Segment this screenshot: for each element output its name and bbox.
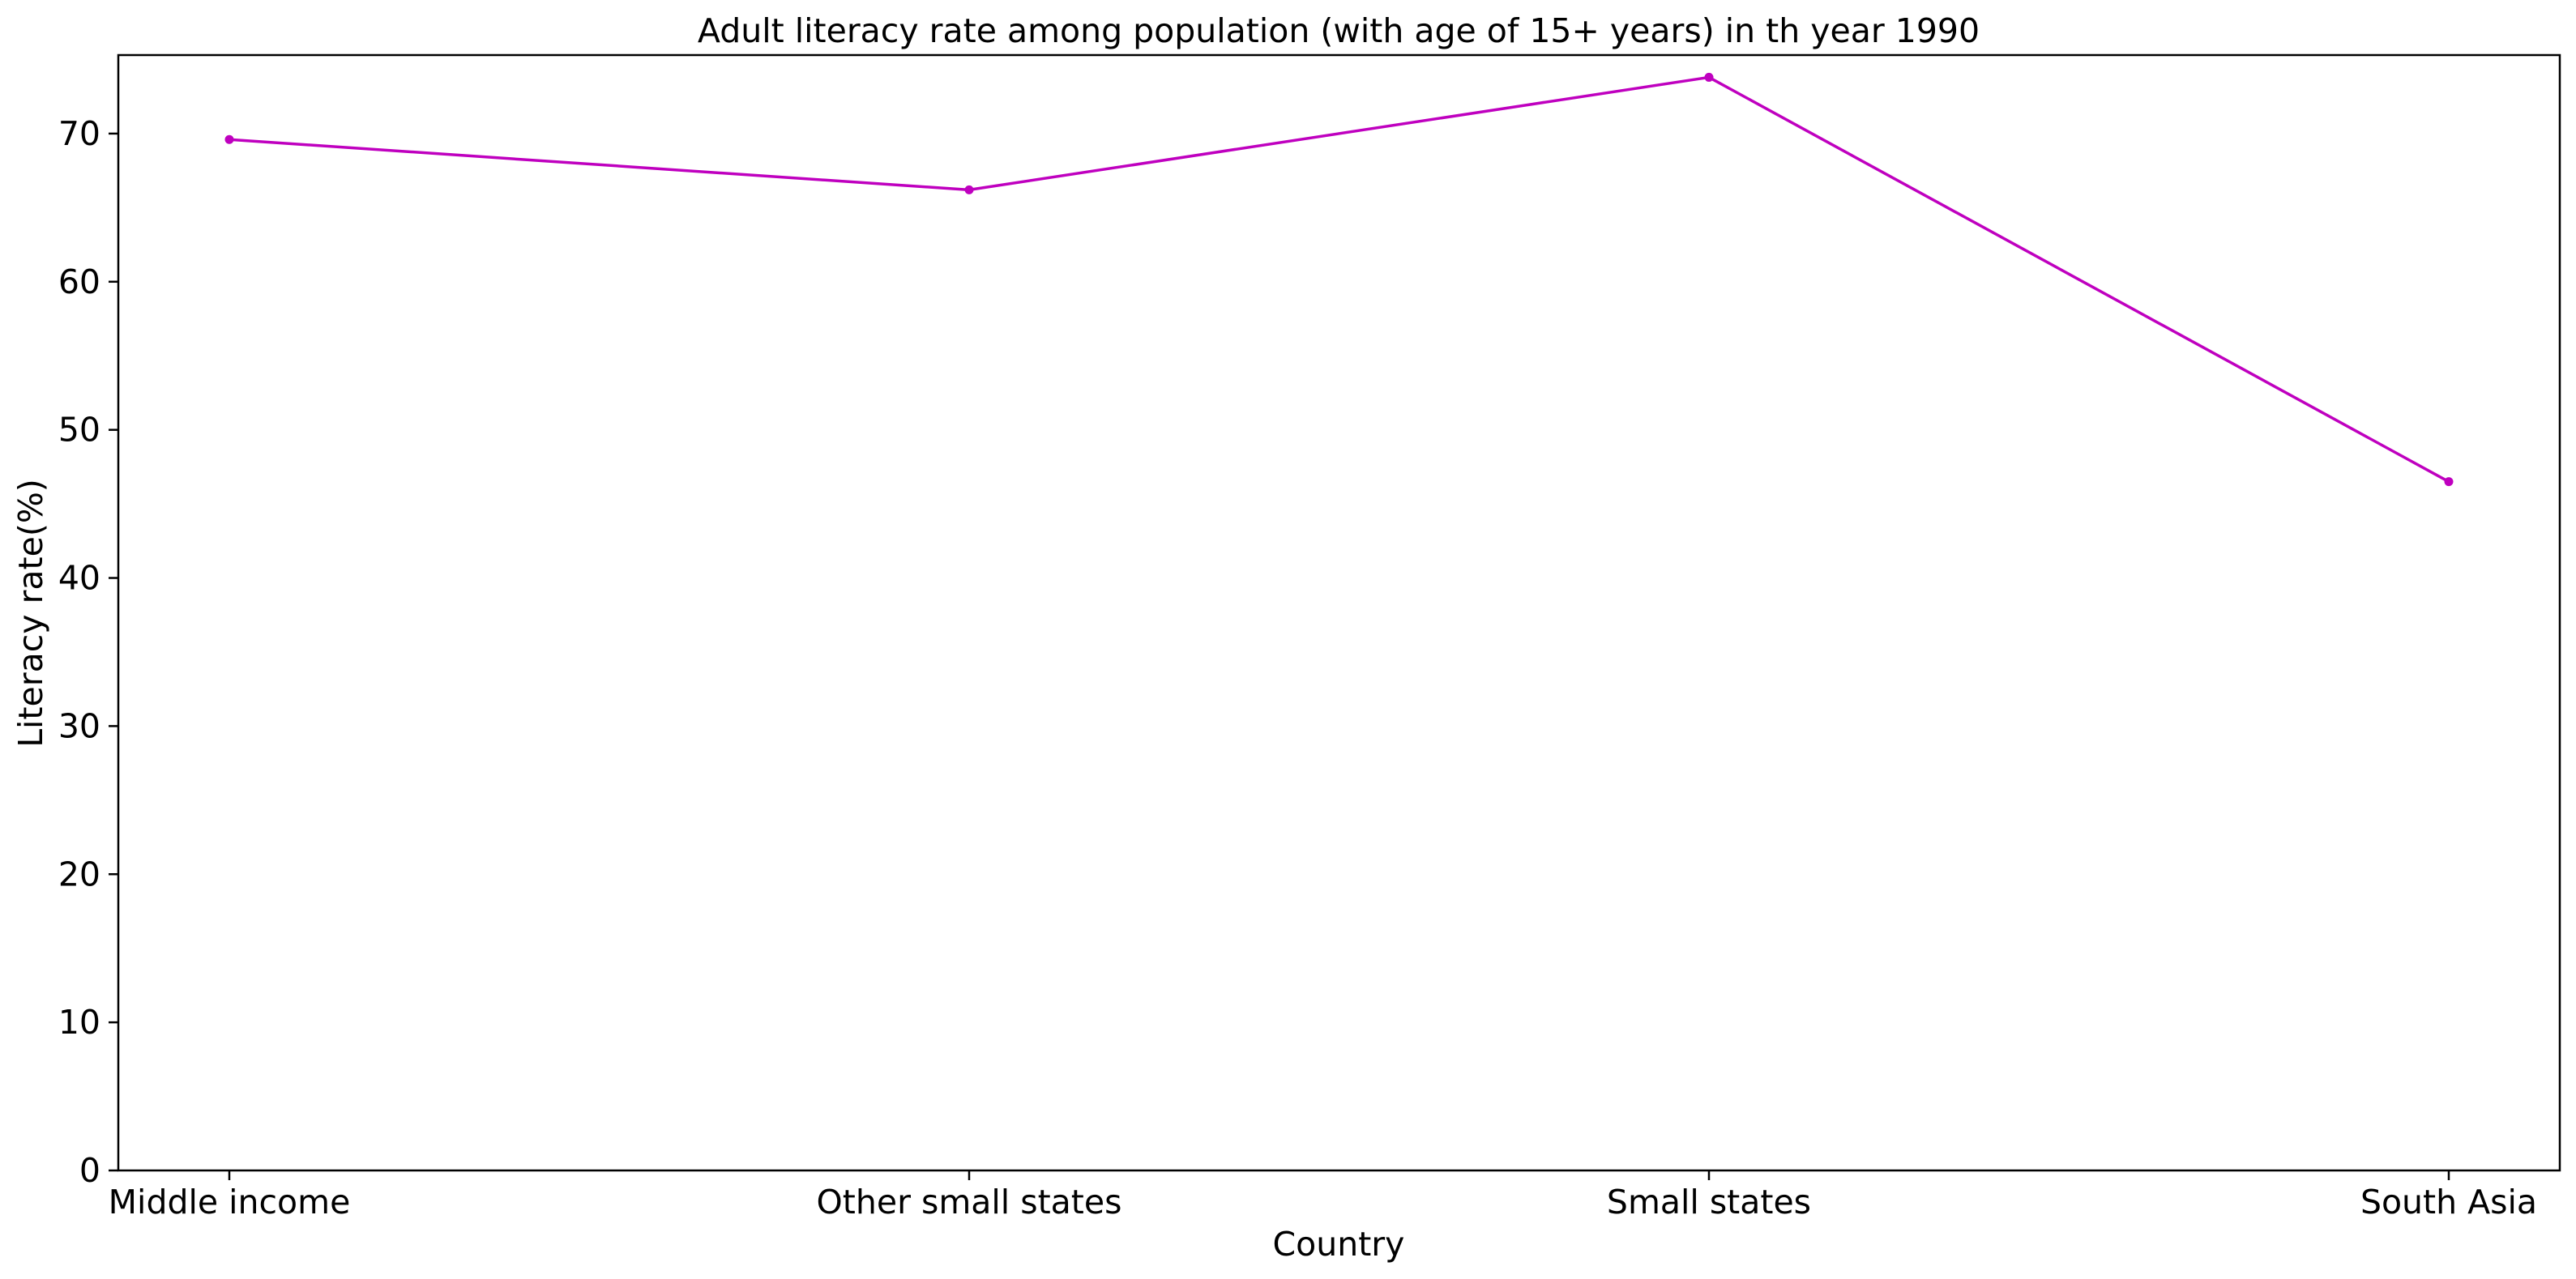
x-axis-label: Country bbox=[1273, 1225, 1405, 1264]
y-tick-label: 0 bbox=[79, 1151, 100, 1190]
x-axis-ticks: Middle income Other small states Small sta… bbox=[109, 1170, 2537, 1221]
data-point bbox=[2444, 477, 2454, 487]
series-line bbox=[229, 75, 2450, 484]
data-point bbox=[964, 185, 974, 194]
x-tick-label: Other small states bbox=[817, 1183, 1122, 1221]
y-tick-label: 30 bbox=[58, 706, 100, 745]
x-tick-label: Small states bbox=[1607, 1183, 1811, 1221]
y-tick-label: 50 bbox=[58, 411, 100, 450]
series-layer bbox=[224, 72, 2454, 487]
y-axis-ticks: 0 10 20 30 40 50 60 70 bbox=[58, 114, 118, 1190]
y-tick-label: 70 bbox=[58, 114, 100, 153]
y-tick-label: 40 bbox=[58, 559, 100, 598]
data-point bbox=[1704, 72, 1714, 82]
x-tick-label: South Asia bbox=[2360, 1183, 2537, 1221]
chart-title: Adult literacy rate among population (wi… bbox=[698, 11, 1980, 50]
y-tick-label: 10 bbox=[58, 1003, 100, 1042]
x-tick-label: Middle income bbox=[109, 1183, 351, 1221]
plot-area-frame bbox=[117, 53, 2561, 1172]
y-tick-label: 20 bbox=[58, 855, 100, 893]
data-point bbox=[224, 134, 234, 144]
y-tick-label: 60 bbox=[58, 262, 100, 301]
y-axis-label: Literacy rate(%) bbox=[11, 479, 50, 748]
